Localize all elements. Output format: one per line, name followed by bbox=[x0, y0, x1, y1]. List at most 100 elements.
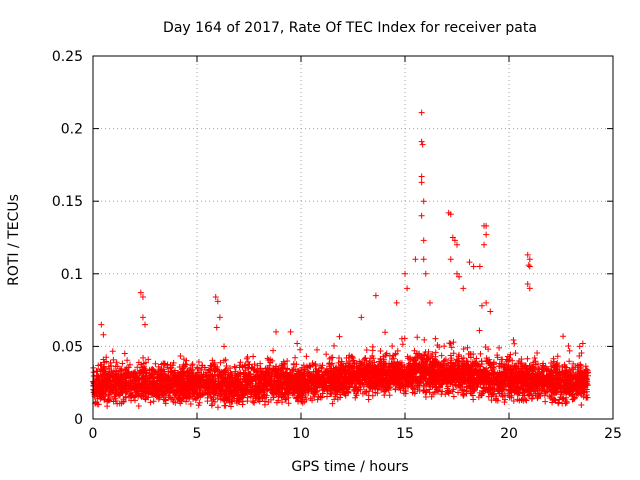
data-point bbox=[190, 372, 197, 379]
data-point bbox=[167, 368, 174, 375]
data-point bbox=[501, 360, 508, 367]
data-point bbox=[90, 382, 97, 389]
data-point bbox=[511, 381, 518, 388]
data-point bbox=[247, 370, 254, 377]
data-point bbox=[189, 383, 196, 390]
data-point bbox=[383, 352, 390, 359]
data-point bbox=[299, 364, 306, 371]
data-point bbox=[102, 391, 109, 398]
data-point bbox=[553, 363, 560, 370]
data-point bbox=[273, 382, 280, 389]
data-point bbox=[135, 403, 142, 410]
data-point bbox=[414, 334, 421, 341]
data-point bbox=[528, 395, 535, 402]
data-point bbox=[214, 395, 221, 402]
data-point bbox=[390, 361, 397, 368]
data-point bbox=[329, 400, 336, 407]
data-point bbox=[467, 363, 474, 370]
data-point bbox=[328, 361, 335, 368]
data-point bbox=[411, 347, 418, 354]
data-point bbox=[460, 346, 467, 353]
data-point bbox=[184, 375, 191, 382]
data-point bbox=[222, 402, 229, 409]
data-point bbox=[498, 390, 505, 397]
data-point bbox=[447, 366, 454, 373]
data-point bbox=[195, 369, 202, 376]
data-point bbox=[252, 382, 259, 389]
grid-lines bbox=[93, 56, 613, 419]
data-point bbox=[275, 397, 282, 404]
data-point bbox=[534, 393, 541, 400]
data-point bbox=[432, 379, 439, 386]
data-point bbox=[250, 353, 257, 360]
data-point bbox=[101, 359, 108, 366]
data-point bbox=[244, 394, 251, 401]
data-point bbox=[556, 368, 563, 375]
data-point bbox=[357, 371, 364, 378]
data-point bbox=[448, 362, 455, 369]
data-point bbox=[448, 355, 455, 362]
data-point bbox=[183, 357, 190, 364]
data-point bbox=[393, 380, 400, 387]
data-point bbox=[345, 360, 352, 367]
data-point bbox=[565, 387, 572, 394]
data-point bbox=[221, 377, 228, 384]
data-point bbox=[422, 359, 429, 366]
data-point bbox=[548, 395, 555, 402]
data-point bbox=[443, 369, 450, 376]
data-point bbox=[503, 386, 510, 393]
data-point bbox=[93, 383, 100, 390]
data-point bbox=[316, 379, 323, 386]
data-point bbox=[120, 396, 127, 403]
data-point bbox=[490, 381, 497, 388]
data-point bbox=[494, 397, 501, 404]
data-point bbox=[542, 389, 549, 396]
data-point bbox=[222, 371, 229, 378]
data-point bbox=[566, 358, 573, 365]
data-point bbox=[114, 363, 121, 370]
data-point bbox=[558, 388, 565, 395]
data-point bbox=[193, 395, 200, 402]
data-point bbox=[546, 384, 553, 391]
data-point bbox=[188, 367, 195, 374]
data-point bbox=[563, 399, 570, 406]
data-point bbox=[515, 360, 522, 367]
data-point bbox=[237, 359, 244, 366]
data-point bbox=[524, 365, 531, 372]
data-point bbox=[337, 391, 344, 398]
data-point bbox=[396, 384, 403, 391]
data-point bbox=[180, 356, 187, 363]
data-point bbox=[516, 397, 523, 404]
data-point bbox=[423, 388, 430, 395]
data-point bbox=[361, 389, 368, 396]
data-point bbox=[515, 389, 522, 396]
data-point bbox=[444, 360, 451, 367]
data-point bbox=[426, 389, 433, 396]
data-point bbox=[304, 368, 311, 375]
data-point bbox=[90, 373, 97, 380]
data-point bbox=[540, 379, 547, 386]
data-point bbox=[267, 359, 274, 366]
data-point bbox=[294, 340, 301, 347]
data-point bbox=[431, 389, 438, 396]
data-point bbox=[500, 368, 507, 375]
data-point bbox=[436, 380, 443, 387]
data-point bbox=[576, 353, 583, 360]
data-point bbox=[331, 377, 338, 384]
data-point bbox=[583, 386, 590, 393]
data-point bbox=[549, 396, 556, 403]
data-point bbox=[227, 403, 234, 410]
data-point bbox=[485, 346, 492, 353]
data-point bbox=[104, 382, 111, 389]
data-point bbox=[414, 354, 421, 361]
data-point bbox=[228, 383, 235, 390]
data-point bbox=[423, 375, 430, 382]
data-point bbox=[138, 393, 145, 400]
data-point bbox=[349, 353, 356, 360]
data-point bbox=[118, 368, 125, 375]
data-point bbox=[244, 353, 251, 360]
data-point bbox=[185, 371, 192, 378]
data-point bbox=[523, 397, 530, 404]
data-point bbox=[222, 388, 229, 395]
data-point bbox=[426, 368, 433, 375]
